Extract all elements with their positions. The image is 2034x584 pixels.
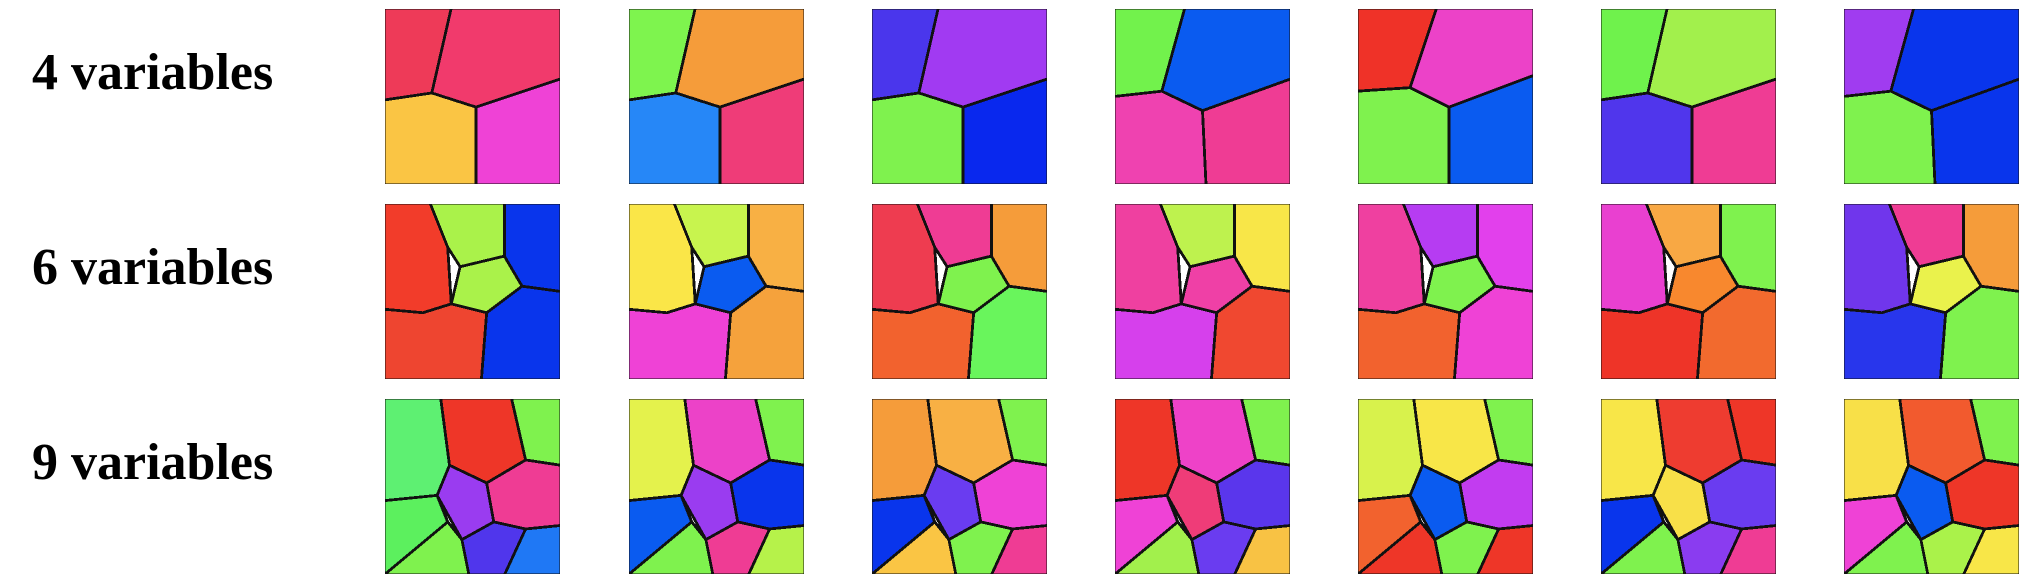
voronoi-cell (1475, 524, 1534, 575)
voronoi-tile (1114, 398, 1291, 575)
voronoi-cell (1961, 524, 2020, 575)
voronoi-tile (871, 398, 1048, 575)
voronoi-tile (628, 398, 805, 575)
voronoi-cell (479, 284, 561, 380)
voronoi-cell (1930, 77, 2020, 185)
voronoi-cell (871, 91, 965, 185)
voronoi-cell (1843, 89, 1937, 185)
voronoi-cell (1114, 89, 1208, 185)
voronoi-cell (1357, 86, 1451, 185)
voronoi-cell (1690, 77, 1777, 185)
voronoi-cell (1718, 524, 1777, 575)
voronoi-cell (746, 524, 805, 575)
voronoi-tile (1600, 398, 1777, 575)
voronoi-cell (1483, 398, 1534, 467)
voronoi-cell (384, 302, 489, 380)
voronoi-tile (628, 203, 805, 380)
voronoi-tile (1843, 8, 2020, 185)
voronoi-tile (1843, 203, 2020, 380)
voronoi-cell (384, 398, 451, 503)
voronoi-cell (871, 398, 938, 503)
voronoi-cell (961, 77, 1048, 185)
voronoi-cell (510, 398, 561, 467)
voronoi-cell (502, 524, 561, 575)
voronoi-cell (1357, 398, 1424, 503)
row-label: 4 variables (32, 44, 274, 101)
voronoi-tile (1600, 203, 1777, 380)
voronoi-tile (871, 203, 1048, 380)
voronoi-tile (1600, 8, 1777, 185)
voronoi-cell (966, 284, 1048, 380)
voronoi-tile (384, 203, 561, 380)
voronoi-cell (871, 302, 976, 380)
row-label: 9 variables (32, 434, 274, 491)
voronoi-cell (723, 284, 805, 380)
voronoi-tile (1357, 203, 1534, 380)
voronoi-tile (1114, 203, 1291, 380)
voronoi-cell (628, 302, 733, 380)
voronoi-cell (1232, 524, 1291, 575)
voronoi-tile (1843, 398, 2020, 575)
voronoi-cell (1938, 284, 2020, 380)
voronoi-cell (1600, 91, 1694, 185)
voronoi-cell (384, 91, 478, 185)
voronoi-cell (1600, 398, 1667, 503)
voronoi-cell (1240, 398, 1291, 467)
voronoi-cell (1114, 302, 1219, 380)
voronoi-cell (989, 524, 1048, 575)
voronoi-cell (718, 77, 805, 185)
voronoi-cell (1209, 284, 1291, 380)
voronoi-tile (871, 8, 1048, 185)
voronoi-cell (1452, 284, 1534, 380)
voronoi-cell (754, 398, 805, 467)
voronoi-cell (1600, 302, 1705, 380)
voronoi-cell (1357, 302, 1462, 380)
voronoi-cell (1114, 398, 1181, 503)
voronoi-cell (1695, 284, 1777, 380)
voronoi-cell (1447, 73, 1534, 185)
voronoi-cell (1201, 77, 1291, 185)
voronoi-cell (1843, 398, 1910, 503)
voronoi-tile (1114, 8, 1291, 185)
voronoi-cell (474, 77, 561, 185)
voronoi-cell (628, 398, 695, 503)
voronoi-tile (628, 8, 805, 185)
voronoi-tile (1357, 8, 1534, 185)
voronoi-cell (628, 91, 722, 185)
voronoi-cell (1843, 302, 1948, 380)
voronoi-cell (1726, 398, 1777, 467)
voronoi-tile (384, 8, 561, 185)
voronoi-tile (384, 398, 561, 575)
voronoi-cell (1969, 398, 2020, 467)
row-label: 6 variables (32, 239, 274, 296)
voronoi-tile (1357, 398, 1534, 575)
voronoi-cell (997, 398, 1048, 467)
